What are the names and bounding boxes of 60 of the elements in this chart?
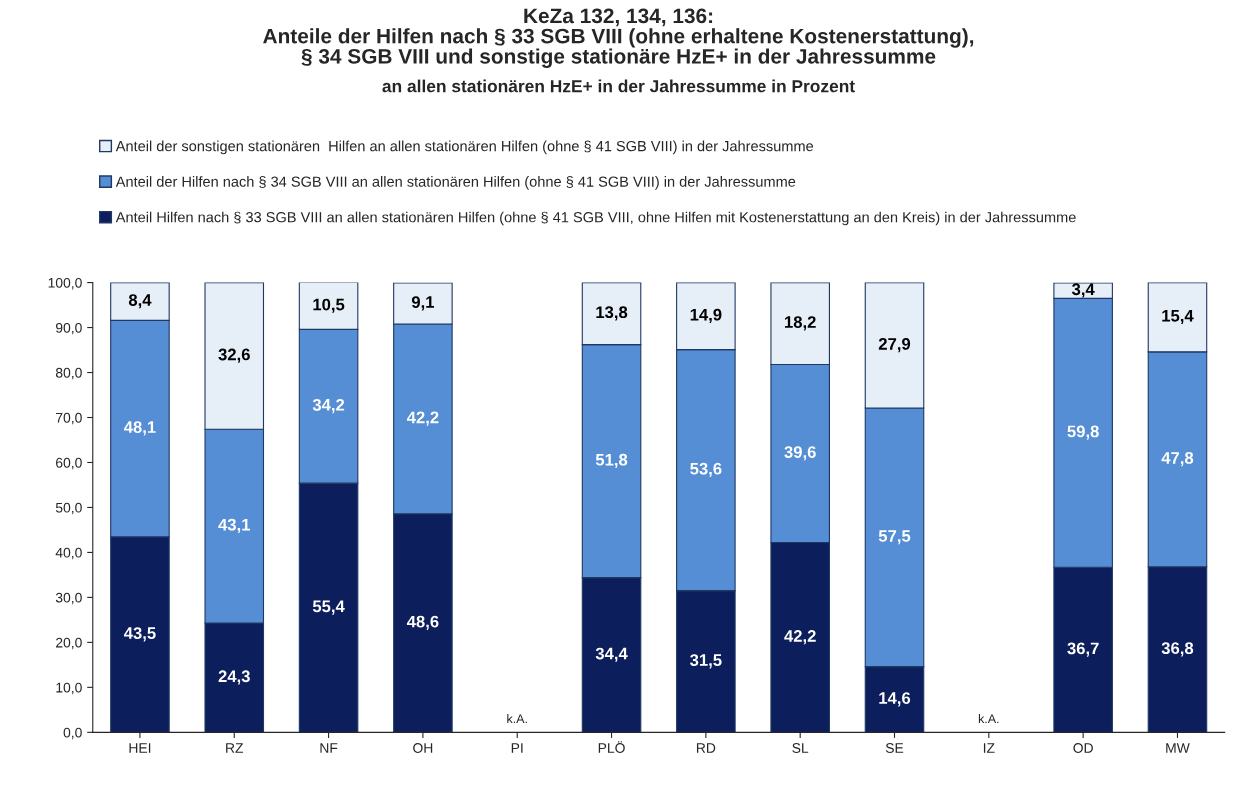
x-tick-label: RD [696,743,716,753]
x-tick-label: OD [1073,743,1093,753]
y-tick-label: 100,0 [48,277,82,290]
data-label: 13,8 [596,306,628,321]
data-label: 48,1 [123,421,156,436]
legend-label: Anteil der sonstigen stationären Hilfen an allen stationären Hilfen (ohne § 41 SGB VIII) in der Jahressumme [115,140,814,155]
y-tick-label: 90,0 [55,322,82,335]
y-tick-label: 10,0 [56,682,82,695]
legend-label: Anteil Hilfen nach § 33 SGB VIII an allen stationären Hilfen (ohne § 41 SGB VIII, ohne Hilfen mit Kostenerstattung an den Kreis) in der Jahressumme [115,211,1076,226]
x-tick-label: PI [511,743,523,753]
data-label: 24,3 [218,670,250,685]
data-label: 39,6 [784,446,816,461]
data-label: 43,5 [123,627,156,642]
data-label: 42,2 [406,411,439,426]
data-label: 51,8 [595,453,628,469]
annotation: k.A. [507,713,527,723]
chart-title: KeZa 132, 134, 136: Anteile der Hilfen nach § 33 SGB VIII (ohne erhaltene Kostenerstattung), § 34 SGB VIII und sonstige stationäre HzE+ in der Jahressumme [263,8,974,68]
y-tick-label: 20,0 [56,637,82,650]
data-label: 3,4 [1071,283,1095,298]
data-label: 15,4 [1162,310,1194,325]
data-label: 48,6 [406,615,439,630]
annotation: k.A. [978,713,999,723]
data-label: 36,7 [1067,642,1099,657]
x-tick-label: OH [413,743,433,753]
data-label: 43,1 [218,518,251,533]
data-label: 47,8 [1161,452,1194,467]
data-label: 27,9 [878,337,911,353]
x-tick-label: NF [320,743,338,753]
data-label: 8,4 [128,294,152,309]
data-label: 9,1 [411,296,435,311]
data-label: 57,5 [878,530,911,545]
data-label: 36,8 [1161,642,1194,657]
x-tick-label: PLÖ [598,741,625,753]
legend-label: Anteil der Hilfen nach § 34 SGB VIII an allen stationären Hilfen (ohne § 41 SGB VIII) in der Jahressumme [115,176,796,190]
data-label: 31,5 [690,654,722,669]
y-tick-label: 40,0 [55,547,82,560]
x-tick-label: SE [885,743,904,753]
y-tick-label: 70,0 [56,412,82,425]
data-label: 18,2 [785,316,816,331]
y-tick-label: 0,0 [63,727,82,740]
data-label: 55,4 [312,600,345,615]
x-tick-label: SL [792,743,809,753]
data-label: 14,9 [690,308,722,323]
y-tick-label: 80,0 [55,367,82,380]
data-label: 14,6 [879,692,911,707]
y-tick-label: 30,0 [55,592,82,605]
data-label: 53,6 [690,462,722,478]
data-label: 10,5 [313,298,345,313]
x-tick-label: MW [1166,743,1190,753]
y-tick-label: 60,0 [56,457,82,470]
y-tick-label: 50,0 [55,502,82,515]
data-label: 42,2 [784,630,816,645]
x-tick-label: RZ [226,743,244,753]
x-tick-label: HEI [129,743,151,753]
data-label: 34,4 [595,647,628,662]
data-label: 59,8 [1067,425,1099,440]
x-tick-label: IZ [983,743,995,753]
data-label: 32,6 [218,348,250,363]
chart-subtitle: an allen stationären HzE+ in der Jahressumme in Prozent [382,79,855,93]
data-label: 34,2 [312,398,345,414]
